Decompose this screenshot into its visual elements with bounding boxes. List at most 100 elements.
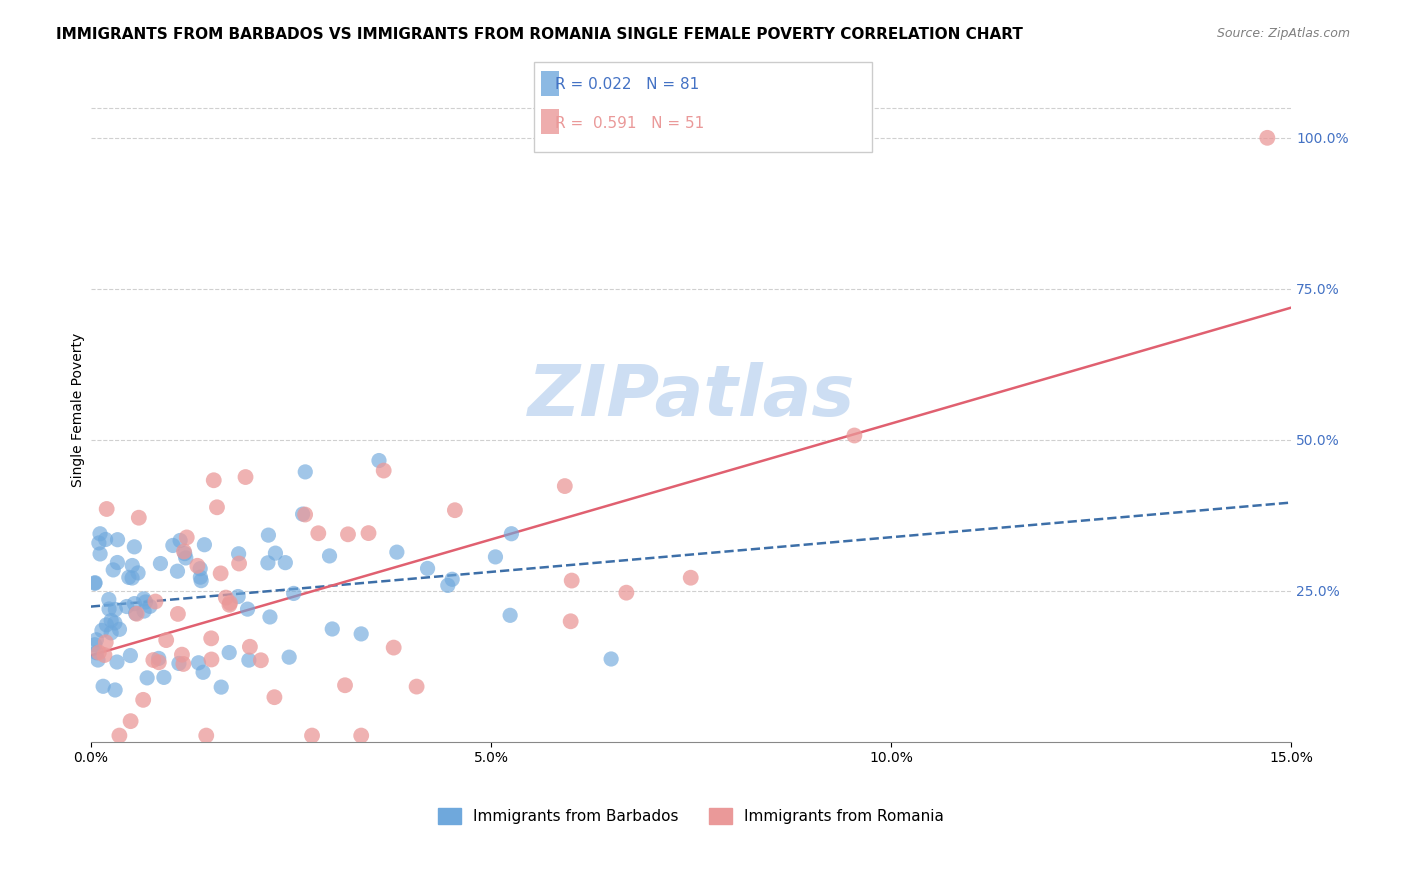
Immigrants from Barbados — [83, 638, 105, 652]
Immigrants from Romania — [294, 508, 316, 522]
Immigrants from Romania — [186, 558, 208, 573]
Immigrants from Barbados — [416, 561, 439, 575]
Immigrants from Barbados — [441, 572, 464, 586]
Immigrants from Barbados — [148, 651, 170, 665]
Immigrants from Romania — [148, 655, 170, 669]
Immigrants from Romania — [93, 648, 115, 662]
Immigrants from Romania — [239, 640, 262, 654]
Immigrants from Barbados — [103, 563, 125, 577]
Immigrants from Romania — [173, 544, 195, 558]
Immigrants from Barbados — [174, 550, 197, 565]
Immigrants from Barbados — [350, 627, 373, 641]
Immigrants from Barbados — [97, 592, 120, 607]
Immigrants from Barbados — [132, 591, 155, 606]
Immigrants from Barbados — [135, 595, 157, 609]
Immigrants from Romania — [250, 653, 273, 667]
Immigrants from Barbados — [83, 576, 105, 591]
Immigrants from Barbados — [264, 546, 287, 560]
Immigrants from Romania — [307, 526, 329, 541]
Immigrants from Barbados — [84, 575, 107, 590]
Immigrants from Romania — [263, 690, 285, 705]
Immigrants from Barbados — [127, 566, 149, 580]
Immigrants from Romania — [382, 640, 405, 655]
Immigrants from Barbados — [94, 533, 117, 547]
Immigrants from Barbados — [124, 607, 146, 621]
Immigrants from Barbados — [98, 602, 121, 616]
Immigrants from Romania — [1256, 131, 1278, 145]
Immigrants from Romania — [333, 678, 356, 692]
Immigrants from Romania — [350, 729, 373, 743]
Immigrants from Romania — [337, 527, 360, 541]
Text: IMMIGRANTS FROM BARBADOS VS IMMIGRANTS FROM ROMANIA SINGLE FEMALE POVERTY CORREL: IMMIGRANTS FROM BARBADOS VS IMMIGRANTS F… — [56, 27, 1024, 42]
Immigrants from Barbados — [121, 571, 143, 585]
Immigrants from Barbados — [283, 586, 305, 600]
Immigrants from Barbados — [91, 679, 114, 693]
Immigrants from Barbados — [153, 670, 176, 684]
Immigrants from Romania — [405, 680, 427, 694]
Immigrants from Barbados — [385, 545, 408, 559]
Immigrants from Romania — [172, 657, 194, 671]
Immigrants from Barbados — [105, 556, 128, 570]
Immigrants from Barbados — [132, 604, 155, 618]
Immigrants from Barbados — [104, 602, 127, 616]
Immigrants from Romania — [219, 596, 242, 610]
Immigrants from Barbados — [190, 574, 212, 588]
Immigrants from Barbados — [291, 507, 314, 521]
Immigrants from Barbados — [257, 556, 280, 570]
Text: R = 0.022   N = 81: R = 0.022 N = 81 — [555, 78, 700, 92]
Immigrants from Romania — [170, 648, 193, 662]
Immigrants from Romania — [176, 530, 198, 544]
Immigrants from Romania — [155, 633, 177, 648]
Immigrants from Barbados — [259, 610, 281, 624]
Immigrants from Barbados — [600, 652, 623, 666]
Immigrants from Barbados — [166, 564, 188, 578]
Text: Source: ZipAtlas.com: Source: ZipAtlas.com — [1216, 27, 1350, 40]
Immigrants from Barbados — [173, 547, 195, 561]
Immigrants from Barbados — [169, 533, 191, 548]
Immigrants from Romania — [200, 632, 222, 646]
Immigrants from Barbados — [187, 656, 209, 670]
Immigrants from Barbados — [139, 599, 162, 614]
Immigrants from Barbados — [86, 646, 108, 660]
Immigrants from Barbados — [191, 665, 214, 680]
Immigrants from Barbados — [238, 653, 260, 667]
Immigrants from Romania — [108, 729, 131, 743]
Immigrants from Romania — [228, 557, 250, 571]
Immigrants from Romania — [357, 526, 380, 541]
Immigrants from Romania — [128, 510, 150, 524]
Immigrants from Barbados — [124, 540, 146, 554]
Immigrants from Romania — [167, 607, 190, 621]
Immigrants from Barbados — [501, 526, 523, 541]
Immigrants from Romania — [679, 571, 702, 585]
Immigrants from Barbados — [318, 549, 340, 563]
Immigrants from Romania — [145, 594, 167, 608]
Immigrants from Romania — [142, 653, 165, 667]
Immigrants from Barbados — [226, 590, 249, 604]
Immigrants from Barbados — [368, 453, 391, 467]
Immigrants from Barbados — [257, 528, 280, 542]
Immigrants from Barbados — [294, 465, 316, 479]
Immigrants from Romania — [94, 635, 117, 649]
Immigrants from Barbados — [228, 547, 250, 561]
Immigrants from Barbados — [124, 597, 146, 611]
Immigrants from Barbados — [87, 653, 110, 667]
Immigrants from Romania — [96, 502, 118, 516]
Immigrants from Barbados — [167, 657, 190, 671]
Immigrants from Barbados — [190, 570, 212, 584]
Immigrants from Barbados — [100, 614, 122, 628]
Immigrants from Romania — [301, 729, 323, 743]
Immigrants from Romania — [560, 615, 582, 629]
Immigrants from Barbados — [118, 570, 141, 584]
Immigrants from Barbados — [104, 615, 127, 630]
Immigrants from Romania — [202, 473, 225, 487]
Immigrants from Barbados — [274, 556, 297, 570]
Y-axis label: Single Female Poverty: Single Female Poverty — [72, 333, 86, 487]
Immigrants from Romania — [205, 500, 228, 515]
Immigrants from Barbados — [108, 623, 131, 637]
Immigrants from Barbados — [96, 617, 118, 632]
Immigrants from Barbados — [188, 562, 211, 576]
Immigrants from Romania — [120, 714, 142, 728]
Immigrants from Barbados — [120, 648, 142, 663]
Immigrants from Romania — [561, 574, 583, 588]
Immigrants from Barbados — [100, 625, 122, 640]
